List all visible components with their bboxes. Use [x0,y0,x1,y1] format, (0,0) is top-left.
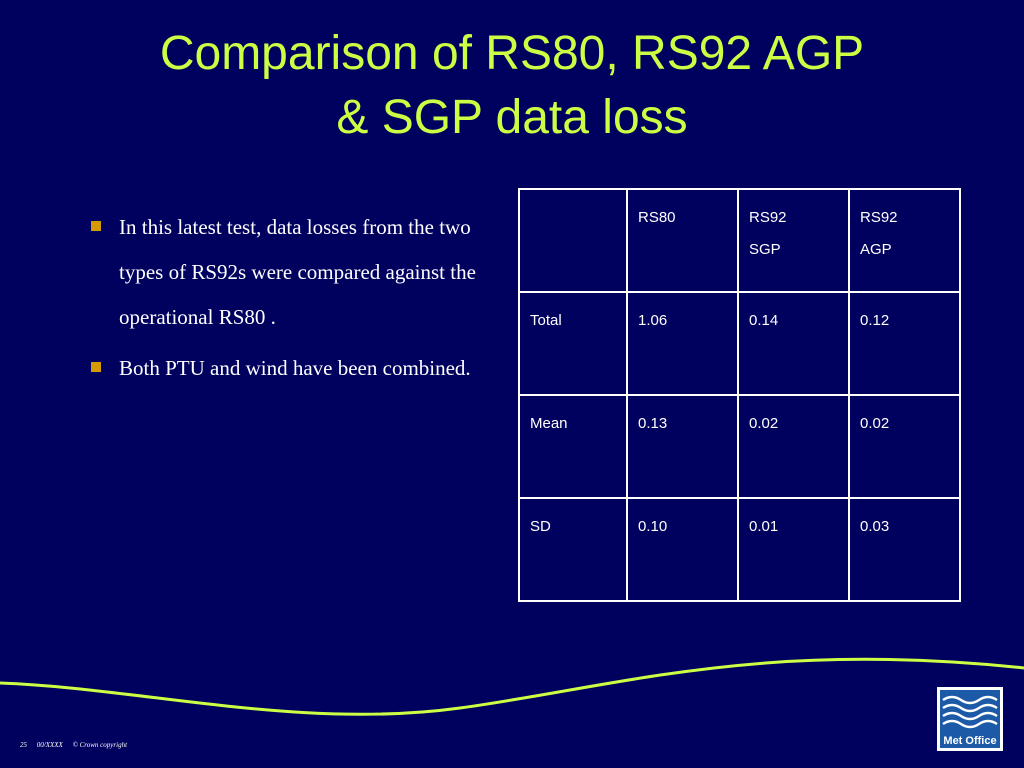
bullet-list: In this latest test, data losses from th… [88,205,488,397]
title-line: Comparison of RS80, RS92 AGP [159,27,865,80]
slide-title: Comparison of RS80, RS92 AGP & SGP data … [0,22,1024,150]
table-row: SD 0.10 0.01 0.03 [518,497,961,602]
row-label: Mean [518,394,628,499]
bullet: Both PTU and wind have been combined. [88,346,488,391]
copyright: © Crown copyright [72,741,128,749]
page-number: 25 [20,741,27,749]
table-row: Total 1.06 0.14 0.12 [518,291,961,396]
table-row: Mean 0.13 0.02 0.02 [518,394,961,499]
wave-line [0,657,1024,716]
table-cell: 0.10 [626,497,739,602]
header-row: RS80 RS92 SGP RS92 AGP [518,188,961,293]
title-line: & SGP data loss [336,91,688,144]
corner-cell [518,188,628,293]
column-header: RS80 [626,188,739,293]
table-cell: 0.02 [848,394,961,499]
table-cell: 0.14 [737,291,850,396]
table-cell: 0.01 [737,497,850,602]
data-table: RS80 RS92 SGP RS92 AGP Total 1.06 0.14 0.12 Mea… [518,188,961,602]
column-header: RS92 AGP [848,188,961,293]
bullet: In this latest test, data losses from th… [88,205,488,340]
table-cell: 1.06 [626,291,739,396]
row-label: Total [518,291,628,396]
logo-text: Met Office [943,735,996,747]
met-office-logo: Met Office [937,687,1003,751]
column-header: RS92 SGP [737,188,850,293]
table-cell: 0.02 [737,394,850,499]
table-cell: 0.12 [848,291,961,396]
doc-code: 00/XXXX [36,741,63,749]
table-cell: 0.13 [626,394,739,499]
footer: 25 00/XXXX © Crown copyright [20,741,135,749]
table-cell: 0.03 [848,497,961,602]
row-label: SD [518,497,628,602]
